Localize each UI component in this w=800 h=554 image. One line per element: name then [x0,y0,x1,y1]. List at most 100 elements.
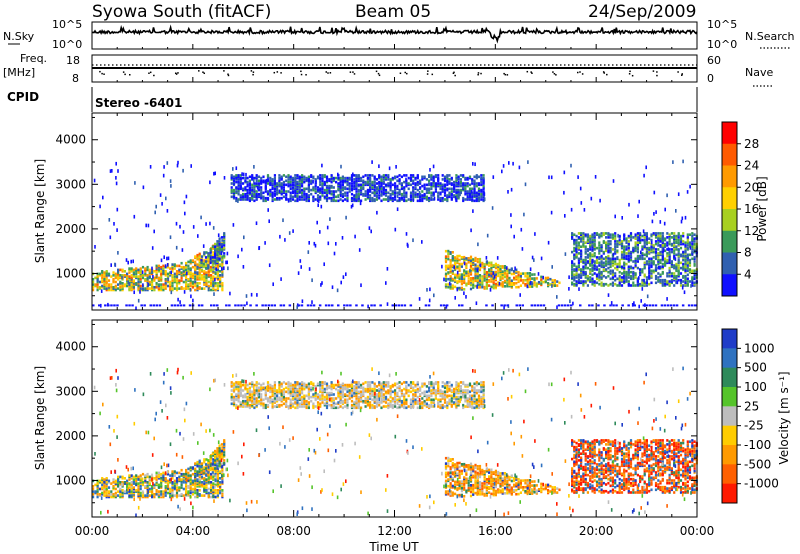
power-echo-cell [533,304,537,307]
power-echo-cell [573,278,576,282]
power-echo-cell [353,174,356,177]
power-echo-cell [126,282,129,285]
power-echo-cell [666,244,669,247]
power-echo-cell [474,270,477,273]
power-echo-cell [382,182,385,185]
power-echo-cell [474,284,477,288]
power-echo-cell [453,265,455,269]
velocity-echo-cell [112,485,115,488]
power-echo-cell [611,264,614,267]
power-echo-cell [109,235,112,240]
power-echo-cell [423,175,426,179]
power-echo-cell [223,232,226,235]
power-echo-cell [634,233,637,236]
power-echo-cell [144,288,147,292]
freq-dot [631,74,634,77]
velocity-echo-cell [189,479,192,483]
power-echo-cell [387,196,390,200]
velocity-echo-cell [209,468,212,472]
power-echo-cell [454,296,456,300]
power-echo-cell [468,190,472,193]
power-echo-cell [310,174,313,177]
power-echo-cell [616,265,619,269]
power-echo-cell [171,276,174,280]
power-echo-cell [160,278,163,281]
power-echo-cell [458,254,461,258]
power-echo-cell [623,253,626,257]
power-echo-cell [589,268,592,271]
velocity-echo-cell [191,472,194,476]
power-echo-cell [620,256,624,259]
power-echo-cell [524,272,527,275]
velocity-echo-cell [242,394,245,398]
power-echo-cell [446,194,449,197]
power-echo-cell [447,271,450,274]
power-echo-cell [337,182,340,185]
nsearch-tick-bottom: 10^0 [707,38,737,51]
power-echo-cell [273,179,276,183]
velocity-echo-cell [221,470,224,473]
power-echo-cell [128,276,131,280]
power-echo-cell [643,265,646,269]
power-echo-cell [688,264,692,267]
freq-dot [329,72,332,74]
power-echo-cell [160,258,163,263]
power-echo-cell [171,288,174,292]
power-echo-cell [591,233,594,236]
power-echo-cell [627,234,630,238]
velocity-echo-cell [220,456,223,460]
power-echo-cell [517,279,520,282]
power-echo-cell [421,184,424,188]
velocity-echo-cell [166,472,170,476]
velocity-echo-cell [128,483,131,487]
velocity-echo-cell [169,478,172,481]
velocity-echo-cell [139,481,142,484]
power-echo-cell [400,304,403,307]
velocity-echo-cell [214,459,217,462]
power-echo-cell [605,264,608,267]
power-echo-cell [353,194,356,197]
power-echo-cell [595,273,599,277]
power-echo-cell [123,284,126,288]
power-echo-cell [92,280,95,284]
power-echo-cell [688,242,692,246]
power-echo-cell [352,172,354,177]
power-echo-cell [575,234,578,238]
power-echo-cell [232,179,236,183]
power-echo-cell [550,175,553,180]
power-echo-cell [598,233,601,236]
power-echo-cell [316,220,318,225]
velocity-echo-cell [212,483,215,487]
power-echo-cell [593,252,596,255]
power-echo-cell [262,195,265,199]
velocity-echo-cell [211,463,214,466]
power-echo-cell [133,214,136,219]
power-echo-cell [296,182,299,185]
power-echo-cell [332,176,335,180]
power-echo-cell [473,187,476,191]
power-echo-cell [633,301,635,305]
power-echo-cell [321,186,324,189]
velocity-echo-cell [194,470,197,473]
power-echo-cell [614,260,617,263]
power-echo-cell [471,182,474,185]
power-echo-cell [589,270,592,274]
power-echo-cell [171,267,174,270]
power-echo-cell [348,176,351,180]
power-echo-cell [212,275,215,278]
power-echo-cell [289,194,292,197]
power-echo-cell [319,190,322,193]
power-echo-cell [166,256,168,261]
power-echo-cell [670,278,673,282]
power-echo-cell [331,285,334,290]
power-echo-cell [196,253,199,257]
power-echo-cell [472,286,475,289]
power-echo-cell [305,187,308,191]
power-echo-cell [456,265,459,269]
power-echo-cell [270,304,273,307]
power-echo-cell [158,304,162,307]
power-echo-cell [607,232,610,235]
velocity-echo-cell [196,491,199,495]
power-echo-cell [693,237,696,240]
power-echo-cell [296,175,299,179]
